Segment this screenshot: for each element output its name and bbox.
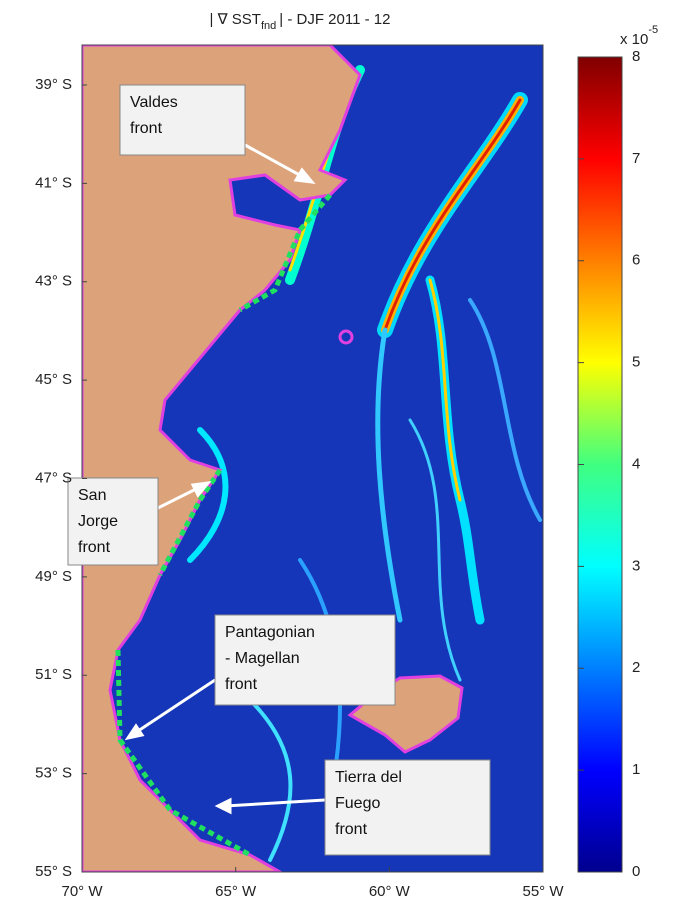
multiplier-exp: -5	[648, 24, 658, 36]
y-tick-label: 51° S	[35, 666, 72, 683]
x-tick-label: 65° W	[215, 883, 257, 900]
colorbar-tick-label: 3	[632, 557, 640, 574]
x-tick-label: 55° W	[522, 883, 564, 900]
y-tick-label: 41° S	[35, 174, 72, 191]
annotation-text: front	[335, 821, 368, 838]
annotation-text: Pantagonian	[225, 624, 315, 641]
annotation-text: front	[78, 539, 111, 556]
colorbar-tick-label: 8	[632, 48, 640, 65]
title-post: | - DJF 2011 - 12	[279, 11, 390, 28]
colorbar-multiplier: x 10-5	[620, 24, 658, 48]
title: | ∇ SSTfnd| - DJF 2011 - 12	[210, 11, 391, 32]
title-pre: | ∇ SST	[210, 11, 261, 28]
colorbar-tick-label: 0	[632, 863, 640, 880]
annotation-text: front	[225, 676, 258, 693]
y-tick-label: 47° S	[35, 469, 72, 486]
colorbar	[578, 57, 622, 872]
multiplier-base: x 10	[620, 31, 648, 48]
y-tick-label: 49° S	[35, 568, 72, 585]
x-tick-label: 60° W	[369, 883, 411, 900]
figure: | ∇ SSTfnd| - DJF 2011 - 12 Valdesfro	[0, 0, 675, 915]
x-tick-label: 70° W	[61, 883, 103, 900]
y-tick-label: 39° S	[35, 76, 72, 93]
colorbar-tick-label: 6	[632, 252, 640, 269]
annotation-text: front	[130, 120, 163, 137]
colorbar-tick-label: 4	[632, 455, 640, 472]
annotation-text: Jorge	[78, 513, 118, 530]
y-tick-label: 53° S	[35, 765, 72, 782]
map	[82, 45, 543, 872]
colorbar-tick-label: 5	[632, 354, 640, 371]
annotation-text: Fuego	[335, 795, 380, 812]
y-tick-label: 45° S	[35, 371, 72, 388]
colorbar-tick-label: 1	[632, 761, 640, 778]
annotation-text: Valdes	[130, 94, 178, 111]
title-sub: fnd	[261, 20, 276, 32]
y-tick-label: 55° S	[35, 863, 72, 880]
annotation-text: Tierra del	[335, 769, 402, 786]
annotation-text: San	[78, 487, 106, 504]
annotation-text: - Magellan	[225, 650, 300, 667]
y-tick-label: 43° S	[35, 273, 72, 290]
colorbar-tick-label: 2	[632, 659, 640, 676]
colorbar-tick-label: 7	[632, 150, 640, 167]
